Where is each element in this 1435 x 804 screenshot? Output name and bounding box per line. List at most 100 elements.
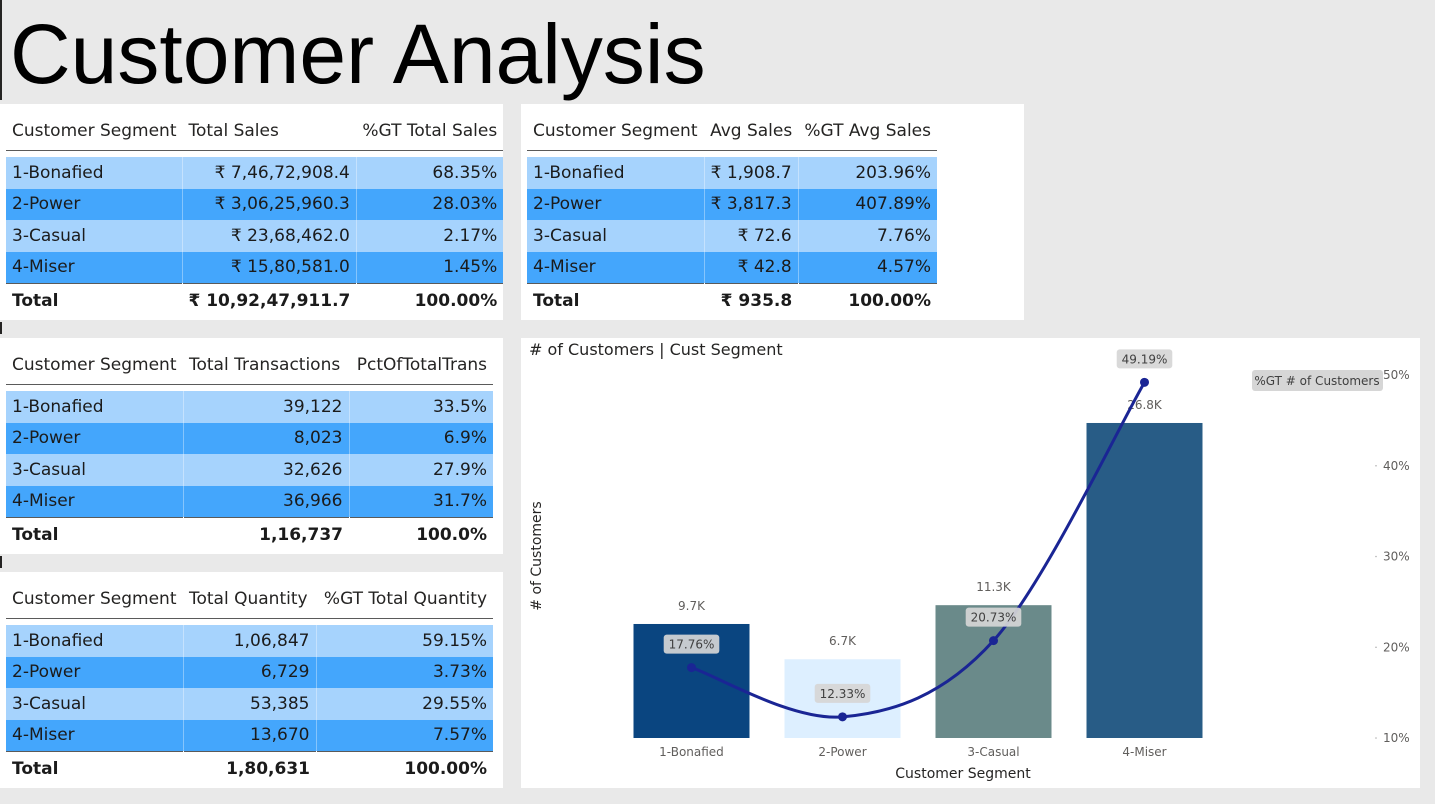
- x-axis-title: Customer Segment: [895, 766, 1031, 782]
- table-cell: ₹ 10,92,47,911.7: [182, 282, 357, 319]
- table-cell: 100.0%: [349, 516, 493, 553]
- column-header[interactable]: PctOfTotalTrans: [349, 346, 493, 385]
- table-cell: 33.5%: [348, 391, 493, 423]
- table-row[interactable]: 3-Casual ₹ 72.6 7.76%: [527, 220, 937, 252]
- table-row[interactable]: 4-Miser 13,670 7.57%: [6, 719, 493, 751]
- column-header[interactable]: Total Sales: [182, 112, 357, 151]
- table-row[interactable]: 3-Casual 53,385 29.55%: [6, 688, 493, 720]
- column-header[interactable]: %GT Total Sales: [356, 112, 504, 151]
- table-row[interactable]: 4-Miser 36,966 31.7%: [6, 485, 493, 517]
- table-cell: 2-Power: [6, 188, 183, 220]
- table-cell: ₹ 23,68,462.0: [181, 220, 357, 252]
- table-cell: 36,966: [182, 485, 349, 517]
- table-row[interactable]: 2-Power ₹ 3,817.3 407.89%: [527, 188, 937, 220]
- table-cell: 1,16,737: [183, 516, 349, 553]
- table-row[interactable]: 3-Casual ₹ 23,68,462.0 2.17%: [6, 220, 504, 252]
- table-row[interactable]: 2-Power ₹ 3,06,25,960.3 28.03%: [6, 188, 504, 220]
- bar-3-casual: [935, 605, 1052, 738]
- avg-sales-table-panel: Customer Segment Avg Sales %GT Avg Sales…: [521, 104, 1024, 320]
- line-data-label: 12.33%: [820, 687, 866, 701]
- table-cell: ₹ 72.6: [703, 220, 799, 252]
- table-cell: 6,729: [182, 656, 316, 688]
- table-cell: Total: [6, 516, 183, 553]
- table-cell: 32,626: [182, 454, 349, 486]
- table-row[interactable]: 1-Bonafied ₹ 7,46,72,908.4 68.35%: [6, 157, 504, 189]
- table-cell: ₹ 935.8: [704, 282, 799, 319]
- table-total-row: Total 1,80,631 100.00%: [6, 750, 493, 787]
- table-cell: ₹ 1,908.7: [703, 157, 799, 189]
- y2-tick-mark: [1375, 555, 1377, 558]
- line-point: [1140, 377, 1149, 387]
- column-header[interactable]: Avg Sales: [704, 112, 799, 151]
- column-header[interactable]: %GT Total Quantity: [316, 580, 493, 619]
- column-header[interactable]: Customer Segment: [6, 580, 183, 619]
- table-cell: 59.15%: [315, 625, 493, 657]
- transactions-table: Customer Segment Total Transactions PctO…: [6, 346, 493, 553]
- table-cell: 4-Miser: [6, 251, 183, 283]
- customers-combo-chart: 10% 20% 30% 40% 50% 9.7K 1-Bonafied 6.7K 2-Power…: [529, 349, 1410, 782]
- table-cell: 1-Bonafied: [6, 391, 183, 423]
- table-cell: 1.45%: [355, 251, 504, 283]
- legend-chip: [1252, 370, 1383, 391]
- table-header-row: Customer Segment Total Quantity %GT Tota…: [6, 580, 493, 619]
- y-axis-title: # of Customers: [529, 501, 545, 610]
- x-tick-label: 4-Miser: [1122, 745, 1166, 759]
- bar-data-label: 26.8K: [1127, 398, 1163, 412]
- chart-title: # of Customers | Cust Segment: [529, 340, 783, 359]
- table-row[interactable]: 1-Bonafied 1,06,847 59.15%: [6, 625, 493, 657]
- table-cell: 53,385: [182, 688, 316, 720]
- table-cell: 8,023: [182, 422, 349, 454]
- table-row[interactable]: 4-Miser ₹ 42.8 4.57%: [527, 251, 937, 283]
- table-cell: 1-Bonafied: [527, 157, 705, 189]
- table-cell: ₹ 15,80,581.0: [181, 251, 357, 283]
- column-header[interactable]: Customer Segment: [6, 346, 183, 385]
- table-row[interactable]: 2-Power 6,729 3.73%: [6, 656, 493, 688]
- table-cell: 4-Miser: [6, 719, 183, 751]
- column-header[interactable]: Customer Segment: [527, 112, 705, 151]
- table-row[interactable]: 2-Power 8,023 6.9%: [6, 422, 493, 454]
- line-data-label-bg: [663, 634, 720, 654]
- column-header[interactable]: Customer Segment: [6, 112, 183, 151]
- table-cell: 407.89%: [797, 188, 937, 220]
- table-cell: 2-Power: [527, 188, 705, 220]
- sales-table-panel: Customer Segment Total Sales %GT Total S…: [0, 104, 504, 320]
- table-cell: 100.00%: [356, 282, 504, 319]
- table-cell: 1-Bonafied: [6, 157, 183, 189]
- table-row[interactable]: 3-Casual 32,626 27.9%: [6, 454, 493, 486]
- left-edge-mark: [0, 322, 2, 334]
- column-header[interactable]: %GT Avg Sales: [798, 112, 937, 151]
- x-tick-label: 2-Power: [818, 745, 866, 759]
- line-data-label-bg: [965, 607, 1022, 627]
- table-row[interactable]: 1-Bonafied 39,122 33.5%: [6, 391, 493, 423]
- page-title: Customer Analysis: [10, 7, 706, 101]
- table-cell: Total: [527, 282, 705, 319]
- bar-4-miser: [1086, 422, 1203, 738]
- left-edge-mark: [0, 556, 2, 568]
- table-cell: 27.9%: [348, 454, 493, 486]
- table-cell: 68.35%: [355, 157, 504, 189]
- line-point: [838, 712, 847, 722]
- table-header-row: Customer Segment Total Transactions PctO…: [6, 346, 493, 385]
- quantity-table: Customer Segment Total Quantity %GT Tota…: [6, 580, 493, 787]
- table-row[interactable]: 4-Miser ₹ 15,80,581.0 1.45%: [6, 251, 504, 283]
- table-row[interactable]: 1-Bonafied ₹ 1,908.7 203.96%: [527, 157, 937, 189]
- table-cell: 203.96%: [797, 157, 937, 189]
- column-header[interactable]: Total Transactions: [183, 346, 349, 385]
- left-edge-mark: [0, 0, 2, 100]
- line-data-label-bg: [814, 683, 871, 703]
- column-header[interactable]: Total Quantity: [183, 580, 316, 619]
- table-cell: 1,06,847: [182, 625, 316, 657]
- line-point: [989, 636, 998, 646]
- table-cell: 3-Casual: [6, 220, 183, 252]
- y2-tick-label: 10%: [1383, 731, 1410, 745]
- table-cell: 7.57%: [315, 719, 493, 751]
- line-data-label-bg: [1116, 349, 1173, 369]
- table-cell: 28.03%: [355, 188, 504, 220]
- table-cell: 4-Miser: [527, 251, 705, 283]
- table-total-row: Total ₹ 935.8 100.00%: [527, 282, 937, 319]
- line-data-label: 49.19%: [1122, 352, 1168, 366]
- table-cell: ₹ 42.8: [703, 251, 799, 283]
- table-cell: 29.55%: [315, 688, 493, 720]
- bar-data-label: 9.7K: [678, 599, 706, 613]
- customers-chart-panel: # of Customers | Cust Segment 10% 20% 30% 4…: [521, 338, 1420, 788]
